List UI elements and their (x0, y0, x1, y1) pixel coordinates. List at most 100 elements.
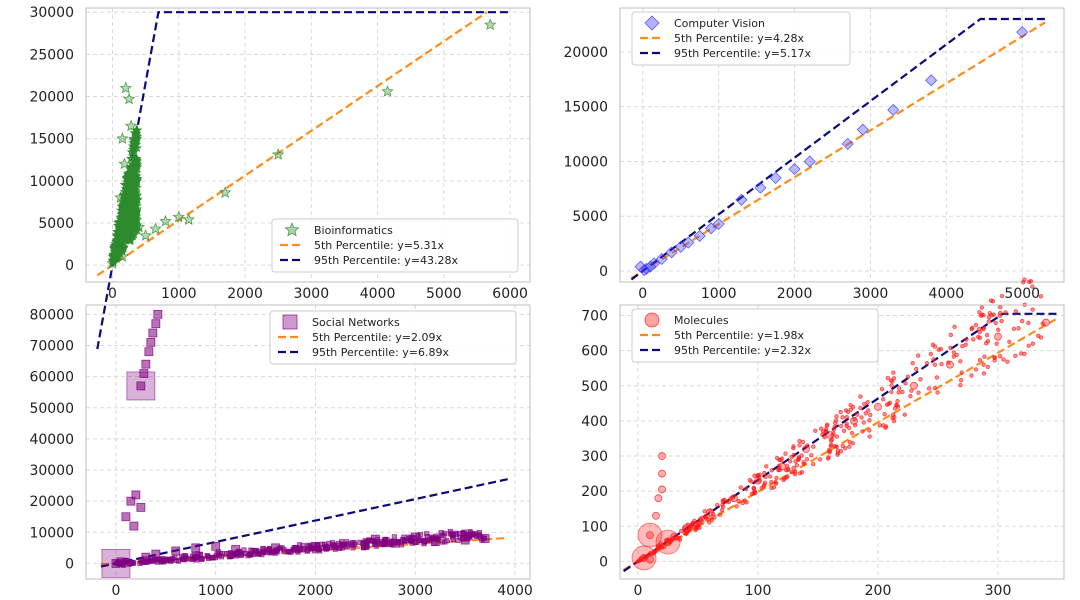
data-point (986, 319, 992, 324)
data-point (759, 485, 764, 491)
data-point (880, 397, 886, 402)
data-point (883, 425, 888, 430)
grid-lines (86, 8, 530, 282)
legend: Molecules 5th Percentile: y=1.98x 95th Per… (631, 308, 879, 363)
percentile-line (96, 11, 488, 277)
data-point (994, 341, 999, 347)
data-point (116, 250, 129, 263)
data-point (817, 457, 823, 462)
fit-lines (630, 17, 1046, 281)
data-point (832, 424, 837, 430)
x-tick-label: 2000 (298, 583, 334, 599)
data-point (985, 364, 990, 370)
data-point (773, 481, 779, 486)
x-tick-label: 0 (111, 583, 120, 599)
data-point-large (101, 549, 131, 578)
data-point (982, 354, 987, 359)
x-tick-label: 0 (638, 286, 647, 302)
data-point (826, 455, 831, 460)
data-point (827, 448, 833, 454)
data-point (687, 527, 692, 532)
data-point (132, 133, 143, 143)
data-point (127, 147, 138, 157)
data-point (329, 540, 335, 546)
data-point (319, 541, 325, 547)
x-tick-label: 4000 (929, 286, 965, 302)
data-point (357, 539, 363, 545)
data-point (841, 137, 854, 150)
data-point (421, 539, 427, 545)
data-point (885, 375, 891, 381)
data-point (791, 465, 796, 471)
data-point (314, 541, 320, 548)
data-point (172, 210, 186, 223)
y-tick-label: 40000 (29, 432, 74, 448)
data-point (887, 103, 900, 116)
data-point (995, 327, 1001, 333)
data-point (844, 415, 849, 420)
data-point (862, 401, 867, 407)
data-point (144, 347, 154, 357)
legend-label: Bioinformatics (314, 224, 393, 237)
legend-marker (284, 221, 300, 237)
data-point-large (655, 529, 681, 555)
x-tick-label: 4000 (497, 583, 533, 599)
y-tick-label: 20000 (29, 90, 74, 106)
data-point (146, 337, 156, 347)
data-point (299, 547, 306, 553)
data-point (647, 552, 652, 557)
data-point (658, 541, 664, 546)
data-point (971, 337, 976, 342)
data-point (1030, 307, 1035, 312)
data-point (994, 332, 1002, 341)
data-point (891, 370, 896, 375)
data-point (821, 429, 826, 434)
y-tick-label: 400 (581, 414, 608, 430)
y-tick-label: 15000 (563, 100, 608, 116)
data-point (171, 546, 181, 556)
data-point (129, 186, 139, 196)
data-point (959, 370, 964, 375)
data-point (829, 437, 835, 442)
legend-marker (644, 15, 660, 31)
data-point (712, 515, 717, 520)
data-point (840, 415, 845, 420)
data-point (754, 181, 767, 194)
data-point (951, 350, 957, 355)
data-point (658, 452, 666, 460)
data-point (182, 213, 195, 225)
data-point (433, 533, 439, 539)
data-point (114, 226, 125, 237)
data-point (999, 293, 1005, 299)
data-point (848, 407, 854, 412)
legend-label: 95th Percentile: y=5.17x (674, 47, 811, 60)
y-tick-label: 70000 (29, 338, 74, 354)
data-point (450, 537, 456, 543)
x-tick-label: 300 (985, 583, 1012, 599)
data-point (153, 309, 163, 319)
data-point (730, 495, 736, 500)
data-point (882, 411, 887, 417)
data-point-large (631, 545, 657, 571)
data-point (825, 422, 830, 427)
data-point (889, 383, 894, 388)
data-point (763, 474, 768, 479)
data-point (909, 388, 914, 393)
data-point (952, 324, 957, 330)
data-point (735, 193, 748, 206)
data-point (381, 84, 394, 97)
y-tick-label: 80000 (29, 307, 74, 323)
data-point (106, 256, 119, 269)
data-point-large (126, 371, 156, 401)
data-point (856, 123, 869, 136)
axes: 0 100 200 300 0 100 200 300 400 500 600 700 (581, 304, 1065, 599)
data-point (273, 548, 279, 554)
legend: Computer Vision 5th Percentile: y=4.28x 95… (631, 11, 851, 66)
x-tick-label: 3000 (397, 583, 433, 599)
data-point (127, 141, 138, 151)
axes: 0 1000 2000 3000 400001000020000300004000050… (29, 304, 533, 599)
data-point (1011, 326, 1017, 332)
data-point (148, 328, 158, 338)
